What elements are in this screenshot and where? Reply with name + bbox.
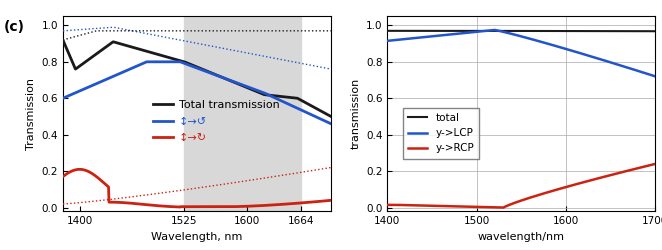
Legend: Total transmission, ↕→↺, ↕→↻: Total transmission, ↕→↺, ↕→↻ — [149, 96, 284, 147]
Bar — [185, 16, 301, 211]
Y-axis label: Transmission: Transmission — [26, 78, 36, 150]
X-axis label: wavelength/nm: wavelength/nm — [478, 232, 565, 242]
X-axis label: Wavelength, nm: Wavelength, nm — [151, 232, 243, 242]
Y-axis label: transmission: transmission — [350, 78, 360, 149]
Legend: total, y->LCP, y->RCP: total, y->LCP, y->RCP — [403, 108, 479, 159]
Text: (c): (c) — [3, 20, 24, 34]
